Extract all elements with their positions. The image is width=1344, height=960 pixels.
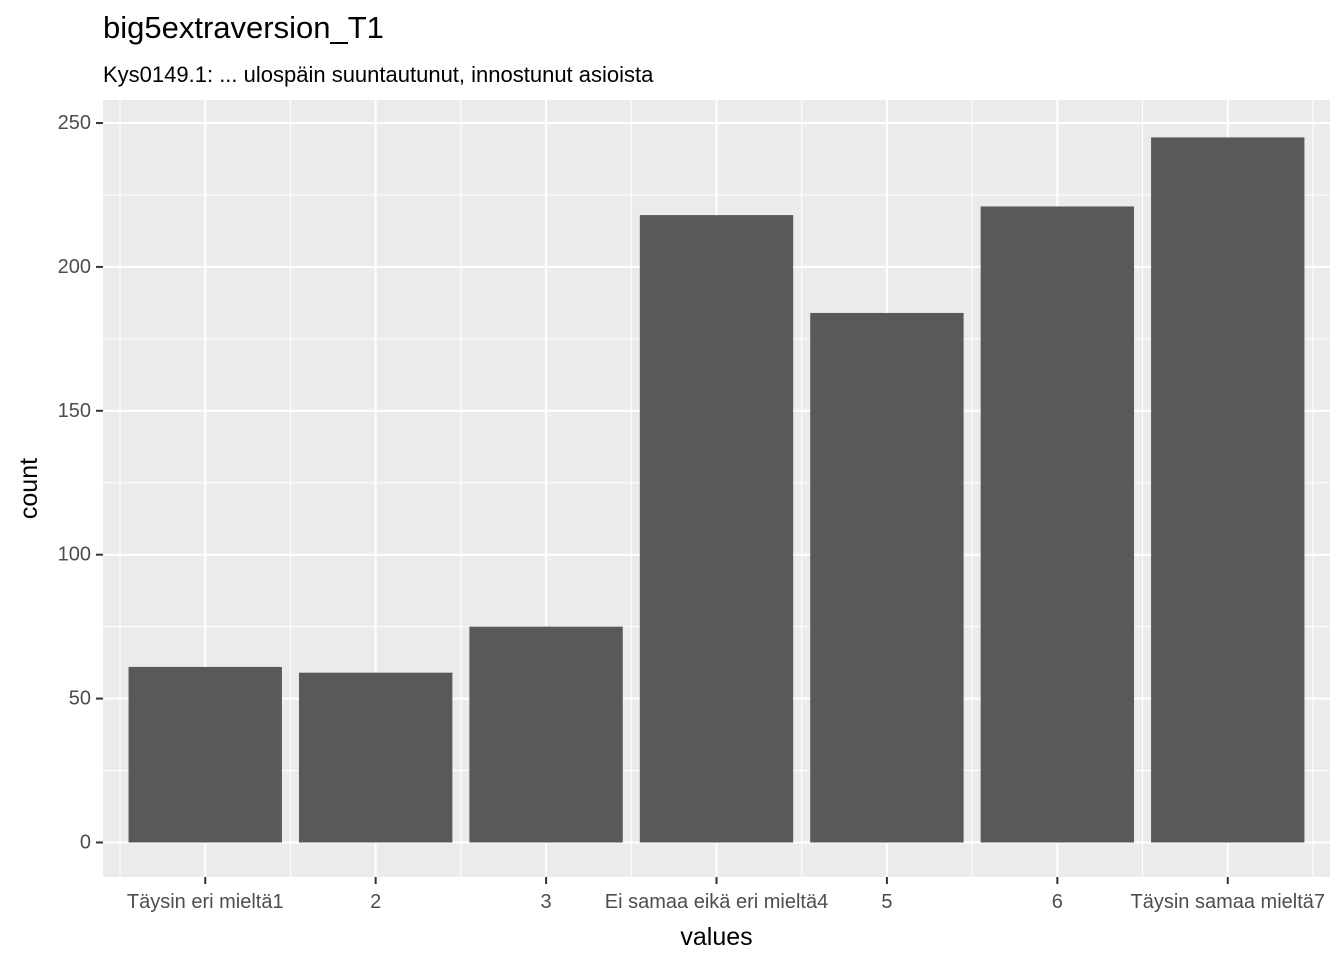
x-tick-label: Ei samaa eikä eri mieltä4 (605, 891, 828, 913)
y-tick-label: 50 (69, 688, 91, 710)
bar-5 (810, 312, 964, 843)
y-axis-title: count (15, 458, 43, 519)
x-tick-label: Täysin samaa mieltä7 (1130, 891, 1325, 913)
x-tick-label: Täysin eri mieltä1 (127, 891, 284, 913)
chart-title: big5extraversion_T1 (103, 10, 384, 45)
y-tick-label: 0 (80, 831, 91, 853)
x-tick-label: 6 (1052, 891, 1063, 913)
bar-4 (639, 215, 794, 843)
bar-1 (128, 666, 282, 843)
y-tick-label: 100 (58, 544, 91, 566)
y-tick-label: 200 (58, 256, 91, 278)
bar-2 (298, 672, 453, 843)
x-axis-title: values (680, 923, 752, 951)
x-axis: Täysin eri mieltä1 2 3 Ei samaa eikä eri mi… (127, 877, 1325, 913)
y-tick-label: 150 (58, 400, 91, 422)
bar-7 (1151, 137, 1305, 843)
bars (128, 137, 1305, 843)
y-tick-label: 250 (58, 112, 91, 134)
chart-subtitle: Kys0149.1: ... ulospäin suuntautunut, in… (103, 62, 654, 87)
bar-3 (469, 626, 623, 843)
x-tick-label: 5 (881, 891, 892, 913)
y-axis: 0 50 100 150 200 250 (58, 112, 103, 853)
x-tick-label: 3 (541, 891, 552, 913)
x-tick-label: 2 (370, 891, 381, 913)
bar-6 (980, 206, 1135, 843)
